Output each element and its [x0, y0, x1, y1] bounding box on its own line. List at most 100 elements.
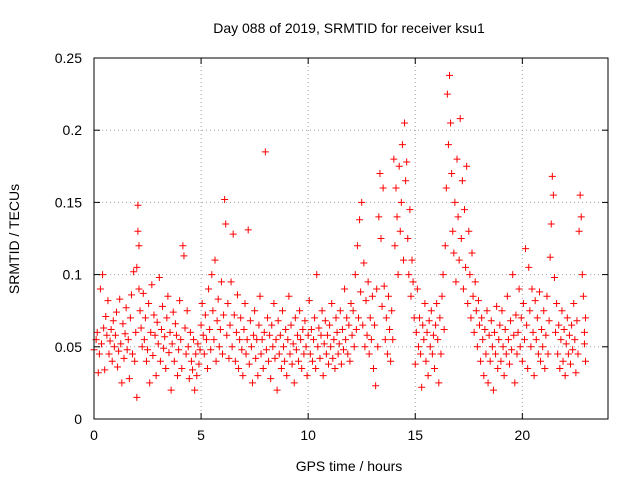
data-point [393, 213, 401, 221]
data-point [295, 357, 303, 365]
data-point [156, 357, 164, 365]
data-point [371, 321, 379, 329]
data-point [259, 364, 267, 372]
data-point [343, 314, 351, 322]
data-point [180, 252, 188, 260]
data-point [342, 336, 350, 344]
data-point [236, 336, 244, 344]
data-point [500, 372, 508, 380]
data-point [375, 213, 383, 221]
data-point [192, 350, 200, 358]
data-point [363, 331, 371, 339]
data-point [304, 331, 312, 339]
data-point [213, 317, 221, 325]
data-point [133, 263, 141, 271]
data-point [268, 321, 276, 329]
y-tick-label: 0 [74, 411, 82, 427]
data-point [490, 328, 498, 336]
data-point [360, 259, 368, 267]
data-point [204, 364, 212, 372]
data-point [184, 343, 192, 351]
data-point [373, 285, 381, 293]
data-point [575, 227, 583, 235]
data-point [496, 321, 504, 329]
data-point [358, 198, 366, 206]
data-point [359, 321, 367, 329]
data-point [224, 299, 232, 307]
data-point [272, 336, 280, 344]
data-point [150, 311, 158, 319]
data-point [270, 299, 278, 307]
data-point [138, 343, 146, 351]
data-point [169, 308, 177, 316]
data-point [383, 350, 391, 358]
data-point [127, 291, 135, 299]
data-point [312, 364, 320, 372]
data-point [580, 340, 588, 348]
data-point [483, 307, 491, 315]
chart-title: Day 088 of 2019, SRMTID for receiver ksu… [213, 20, 485, 36]
data-point [126, 314, 134, 322]
data-point [289, 340, 297, 348]
data-point [420, 336, 428, 344]
data-point [275, 350, 283, 358]
data-point [276, 331, 284, 339]
data-point [252, 354, 260, 362]
data-point [177, 336, 185, 344]
data-point [411, 360, 419, 368]
data-point [479, 336, 487, 344]
data-point [560, 325, 568, 333]
data-point [198, 299, 206, 307]
data-point [353, 242, 361, 250]
data-point [286, 350, 294, 358]
data-point [233, 291, 241, 299]
data-point [135, 285, 143, 293]
data-point [144, 346, 152, 354]
data-point [378, 302, 386, 310]
data-point [285, 292, 293, 300]
data-point [567, 360, 575, 368]
data-point [317, 331, 325, 339]
data-point [164, 292, 172, 300]
data-point [497, 357, 505, 365]
data-point [448, 170, 456, 178]
data-point [137, 324, 145, 332]
data-point [461, 206, 469, 214]
data-point [472, 307, 480, 315]
data-point [265, 357, 273, 365]
data-point [453, 155, 461, 163]
data-point [423, 328, 431, 336]
data-point [222, 220, 230, 228]
data-point [271, 354, 279, 362]
data-point [416, 314, 424, 322]
data-point [522, 245, 530, 253]
data-point [478, 314, 486, 322]
data-point [489, 386, 497, 394]
data-point [239, 372, 247, 380]
y-tick-label: 0.05 [55, 339, 82, 355]
data-point [456, 115, 464, 123]
data-point [111, 331, 119, 339]
data-point [121, 330, 129, 338]
data-point [513, 350, 521, 358]
data-point [361, 343, 369, 351]
data-point [433, 299, 441, 307]
data-point [388, 307, 396, 315]
data-point [530, 372, 538, 380]
data-point [243, 336, 251, 344]
data-point [459, 285, 467, 293]
data-point [464, 299, 472, 307]
data-point [543, 292, 551, 300]
data-point [223, 331, 231, 339]
data-point [471, 278, 479, 286]
data-point [131, 357, 139, 365]
data-point [485, 331, 493, 339]
data-point [237, 314, 245, 322]
data-point [316, 354, 324, 362]
data-point [505, 360, 513, 368]
data-point [504, 336, 512, 344]
data-point [175, 346, 183, 354]
data-point [542, 331, 550, 339]
data-point [422, 357, 430, 365]
data-point [123, 346, 131, 354]
